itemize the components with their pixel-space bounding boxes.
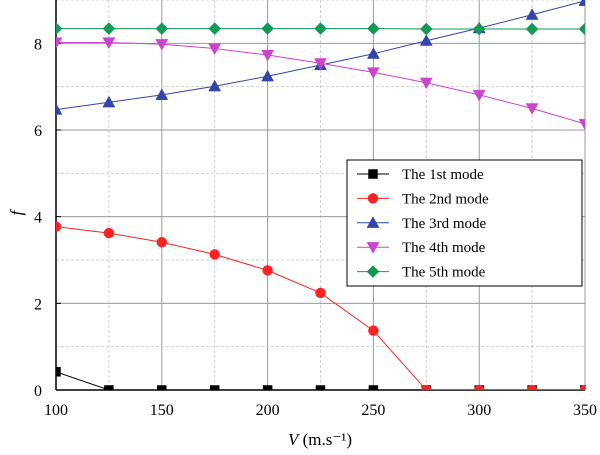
series-5-point-275 [419, 22, 433, 36]
series-2-point-325 [526, 384, 538, 390]
series-4-point-175 [208, 43, 222, 56]
legend-item-2: The 2nd mode [357, 191, 489, 207]
legend-swatch-marker-2 [367, 193, 379, 204]
series-5-point-325 [525, 22, 539, 36]
legend-swatch-marker-1 [368, 169, 378, 179]
legend-item-4: The 4th mode [357, 240, 486, 256]
tick-labels: 100 150 200 250 300 350 0 2 4 6 8 [34, 36, 597, 419]
legend-item-1: The 1st mode [357, 167, 484, 183]
x-tick-label-200: 200 [256, 402, 280, 419]
legend-item-3: The 3rd mode [357, 216, 486, 232]
y-tick-label-4: 4 [34, 210, 42, 227]
legend-label-3: The 3rd mode [402, 216, 486, 232]
legend-item-5: The 5th mode [357, 265, 486, 281]
series-1-point-150 [157, 385, 167, 390]
legend-swatch-marker-4 [366, 242, 380, 254]
series-1-point-225 [315, 385, 326, 390]
series-2-point-250 [368, 325, 379, 336]
series-5-point-200 [261, 22, 274, 35]
legend-label-1: The 1st mode [402, 167, 484, 183]
series-1-point-100 [56, 367, 61, 377]
legend: The 1st mode The 2nd mode The 3rd mode The … [346, 159, 583, 287]
y-tick-label-6: 6 [34, 123, 42, 140]
series-1-point-125 [104, 385, 114, 390]
series-2-point-175 [209, 249, 220, 260]
series-3-point-175 [208, 79, 222, 92]
series-3-point-200 [261, 69, 275, 82]
series-2 [56, 221, 585, 390]
series-4-point-125 [102, 37, 116, 49]
series-1-point-175 [209, 385, 220, 390]
series-5-point-150 [155, 22, 169, 35]
x-axis-title-unit: (m.s⁻¹) [298, 430, 352, 449]
series-4-point-275 [419, 77, 433, 90]
series-4-point-200 [261, 49, 275, 62]
x-tick-label-350: 350 [573, 402, 597, 419]
series-2-point-350 [579, 384, 585, 390]
y-tick-label-0: 0 [34, 383, 42, 400]
series-5-point-350 [578, 22, 585, 36]
series-4-point-150 [155, 39, 169, 51]
series-2-point-100 [56, 221, 62, 232]
x-tick-label-150: 150 [150, 402, 174, 419]
series-4-point-250 [366, 67, 380, 79]
series-2-point-125 [103, 227, 115, 239]
y-tick-label-2: 2 [34, 296, 42, 313]
series-3-point-250 [366, 47, 380, 59]
series-5-point-250 [367, 22, 380, 35]
series-5-point-125 [102, 22, 116, 35]
series-3-point-350 [578, 0, 585, 6]
series-3-point-275 [419, 34, 433, 46]
x-tick-label-250: 250 [361, 402, 385, 419]
series-2-point-200 [262, 265, 273, 276]
series-5-point-100 [56, 22, 63, 35]
series-2-point-275 [421, 384, 432, 390]
series-4-point-325 [525, 103, 539, 115]
x-axis-title-variable: V [288, 430, 301, 449]
series-4-point-300 [472, 89, 486, 102]
series-2-point-300 [473, 384, 485, 390]
series-3-point-150 [155, 88, 169, 100]
legend-swatch-marker-5 [366, 265, 380, 278]
series-5-point-225 [314, 22, 327, 35]
y-tick-label-8: 8 [34, 36, 42, 53]
x-axis-title: V (m.s⁻¹) [288, 430, 352, 449]
series-3-point-100 [56, 103, 63, 115]
series-2-point-225 [315, 287, 326, 299]
series-group [56, 0, 585, 390]
series-3-point-325 [525, 8, 539, 20]
legend-label-2: The 2nd mode [402, 191, 489, 207]
x-tick-label-300: 300 [467, 402, 491, 419]
x-tick-label-100: 100 [44, 402, 68, 419]
legend-label-5: The 5th mode [402, 265, 486, 281]
series-4-point-350 [578, 118, 585, 131]
series-4-point-100 [56, 37, 63, 49]
series-5 [56, 22, 585, 36]
legend-swatch-marker-3 [366, 216, 380, 228]
legend-label-4: The 4th mode [402, 240, 486, 256]
series-4-point-225 [314, 58, 327, 70]
series-5-point-175 [208, 22, 222, 35]
series-4 [56, 37, 585, 131]
series-3-point-125 [102, 95, 116, 108]
series-5-point-300 [472, 22, 486, 36]
series-1-point-250 [368, 385, 379, 390]
series-1-point-200 [262, 385, 273, 390]
y-axis-title: f [7, 208, 26, 215]
series-2-point-150 [156, 236, 168, 248]
